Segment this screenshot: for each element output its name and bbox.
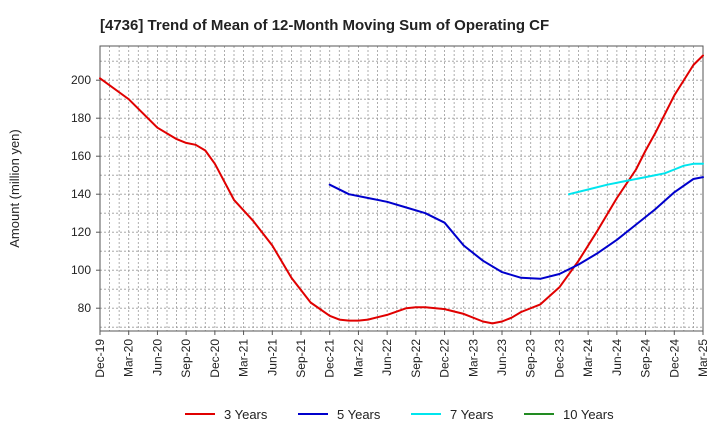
y-tick-label: 180 [71, 111, 91, 125]
legend-item-3-years: 3 Years [185, 407, 268, 422]
x-tick-label: Dec-21 [323, 339, 337, 378]
x-tick-label: Dec-20 [208, 339, 222, 378]
x-tick-label: Sep-23 [524, 339, 538, 378]
y-tick-label: 120 [71, 225, 91, 239]
legend-label: 7 Years [450, 407, 494, 422]
series-line-5-years [328, 176, 704, 280]
legend: 3 Years 5 Years 7 Years 10 Years [185, 407, 614, 422]
legend-label: 5 Years [337, 407, 381, 422]
y-tick-label: 80 [78, 301, 92, 315]
x-tick-label: Mar-24 [581, 339, 595, 377]
x-tick-label: Dec-19 [93, 339, 107, 378]
x-tick-label: Mar-25 [696, 339, 710, 377]
x-tick-label: Mar-21 [237, 339, 251, 377]
y-axis-label: Amount (million yen) [7, 129, 22, 248]
x-tick-label: Jun-20 [150, 339, 164, 376]
x-tick-label: Mar-23 [466, 339, 480, 377]
legend-item-10-years: 10 Years [524, 407, 614, 422]
x-tick-label: Sep-20 [179, 339, 193, 378]
x-tick-label: Mar-20 [122, 339, 136, 377]
y-axis-ticks: 80 100 120 140 160 180 200 [71, 73, 100, 315]
grid-lines [99, 46, 704, 331]
y-tick-label: 200 [71, 73, 91, 87]
y-tick-label: 140 [71, 187, 91, 201]
legend-item-7-years: 7 Years [411, 407, 494, 422]
x-axis-ticks: Dec-19 Mar-20 Jun-20 Sep-20 Dec-20 Mar-21 Jun-… [93, 331, 710, 378]
x-tick-label: Jun-22 [380, 339, 394, 376]
y-tick-label: 100 [71, 263, 91, 277]
legend-item-5-years: 5 Years [298, 407, 381, 422]
x-tick-label: Sep-24 [639, 339, 653, 378]
series-line-7-years [568, 162, 704, 196]
x-tick-label: Sep-22 [409, 339, 423, 378]
legend-label: 10 Years [563, 407, 614, 422]
series-lines [99, 54, 704, 325]
chart-title: [4736] Trend of Mean of 12-Month Moving … [100, 17, 549, 34]
x-tick-label: Dec-23 [552, 339, 566, 378]
x-tick-label: Jun-21 [265, 339, 279, 376]
x-tick-label: Dec-24 [667, 339, 681, 378]
x-tick-label: Jun-24 [610, 339, 624, 376]
series-line-3-years [99, 54, 704, 325]
x-tick-label: Sep-21 [294, 339, 308, 378]
x-tick-label: Dec-22 [438, 339, 452, 378]
legend-label: 3 Years [224, 407, 268, 422]
y-tick-label: 160 [71, 149, 91, 163]
plot-frame [99, 45, 704, 332]
x-tick-label: Mar-22 [351, 339, 365, 377]
x-tick-label: Jun-23 [495, 339, 509, 376]
